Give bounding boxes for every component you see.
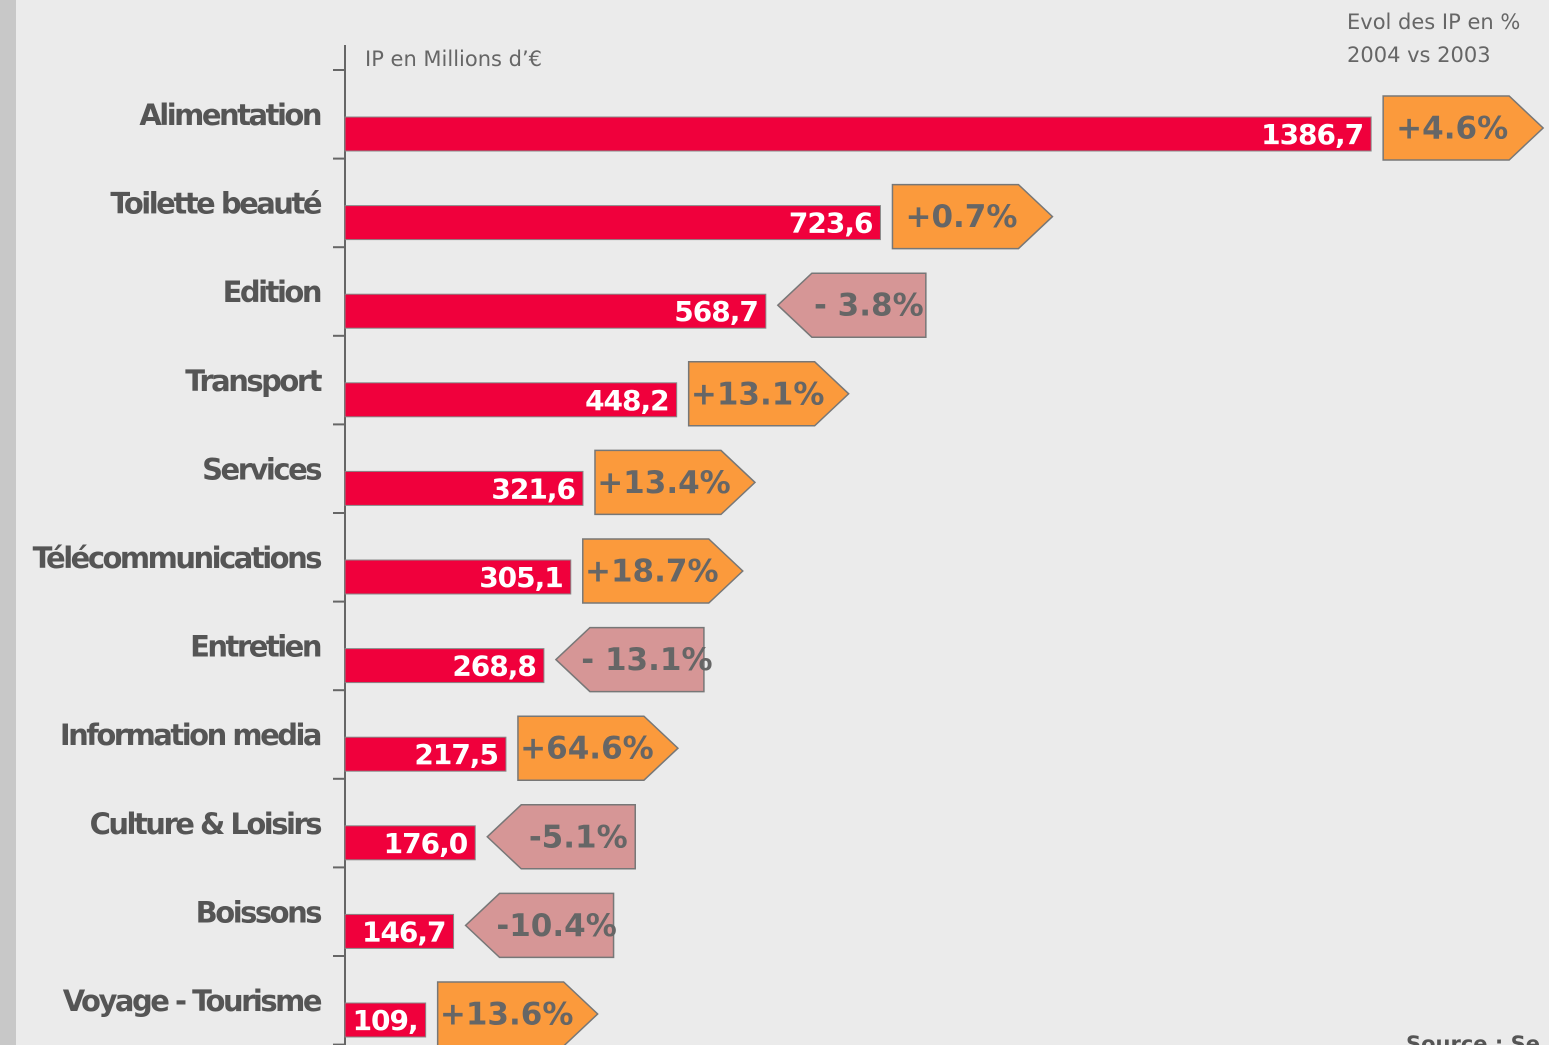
evolution-label: +13.4%	[597, 465, 731, 501]
category-label: Information media	[60, 718, 321, 752]
value-label: 176,0	[384, 827, 468, 860]
value-label: 448,2	[585, 384, 669, 417]
evolution-label: +18.7%	[585, 554, 719, 590]
evolution-label: +0.7%	[905, 199, 1017, 235]
value-label: 321,6	[491, 472, 575, 505]
evolution-arrow	[594, 449, 757, 516]
bar	[344, 382, 678, 418]
evolution-arrow	[517, 715, 680, 781]
bar	[344, 116, 1372, 152]
value-label: 146,7	[362, 915, 446, 948]
bar	[344, 913, 455, 949]
evolution-label: -5.1%	[529, 819, 628, 855]
category-label: Alimentation	[139, 98, 321, 132]
evolution-label: +4.6%	[1396, 111, 1508, 147]
category-label: Toilette beauté	[110, 187, 321, 221]
category-label: Services	[202, 452, 321, 486]
evolution-label: +13.6%	[440, 997, 574, 1033]
bar	[344, 205, 881, 241]
evolution-label: - 13.1%	[581, 642, 712, 678]
evolution-arrow	[776, 272, 927, 338]
evolution-arrow	[891, 183, 1054, 250]
evolution-arrow	[436, 981, 599, 1045]
category-label: Boissons	[196, 895, 322, 929]
evolution-arrow	[1382, 95, 1545, 161]
bar	[344, 1002, 427, 1038]
value-label: 568,7	[674, 295, 758, 328]
evolution-arrow	[687, 361, 850, 427]
bar	[344, 559, 572, 595]
evolution-label: - 3.8%	[814, 288, 924, 324]
source: Source : Se	[1406, 1032, 1540, 1045]
category-label: Télécommunications	[33, 541, 322, 575]
evolution-arrow	[554, 626, 705, 693]
evolution-label: -10.4%	[496, 908, 616, 944]
bar	[344, 293, 767, 329]
category-label: Voyage - Tourisme	[63, 984, 322, 1018]
evolution-title: 2004 vs 2003	[1347, 43, 1491, 67]
evolution-arrow	[582, 538, 744, 604]
bar	[344, 648, 545, 684]
bar	[344, 825, 476, 861]
evolution-arrow	[486, 804, 636, 870]
side-strip	[0, 0, 16, 1045]
value-label: 723,6	[789, 207, 873, 240]
value-label: 109,	[353, 1004, 418, 1037]
evolution-label: +13.1%	[691, 376, 825, 412]
evolution-arrow	[464, 892, 615, 959]
value-label: 305,1	[479, 561, 563, 594]
bar	[344, 470, 584, 506]
category-label: Edition	[223, 275, 321, 309]
category-label: Transport	[185, 364, 322, 398]
evolution-title: Evol des IP en %	[1347, 10, 1520, 34]
value-label: 217,5	[414, 738, 498, 771]
category-label: Entretien	[190, 630, 321, 664]
category-label: Culture & Loisirs	[90, 807, 322, 841]
value-label: 1386,7	[1261, 118, 1363, 151]
evolution-label: +64.6%	[520, 731, 654, 767]
axis-label: IP en Millions d’€	[365, 47, 542, 71]
bar	[344, 736, 507, 772]
value-label: 268,8	[452, 650, 536, 683]
